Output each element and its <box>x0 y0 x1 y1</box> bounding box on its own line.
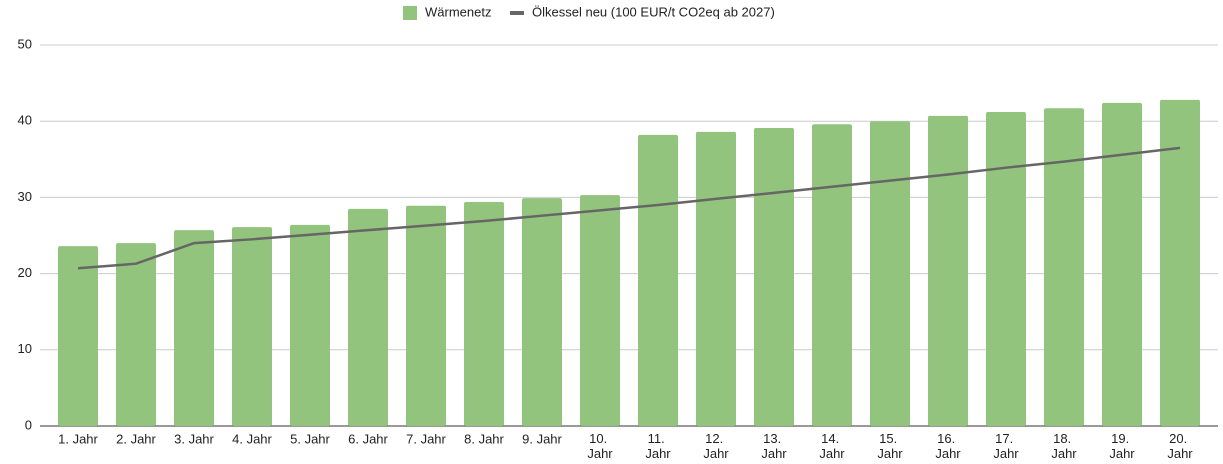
x-tick-label: 15. Jahr <box>877 431 903 461</box>
bar <box>1160 99 1200 426</box>
x-tick-label: 17. Jahr <box>993 431 1019 461</box>
legend-swatch <box>403 6 417 20</box>
legend-label: Wärmenetz <box>425 4 491 19</box>
bar <box>1044 108 1084 426</box>
x-tick-label: 12. Jahr <box>703 431 729 461</box>
x-tick-label: 10. Jahr <box>587 431 613 461</box>
x-tick-label: 16. Jahr <box>935 431 961 461</box>
bar <box>522 198 562 426</box>
bar <box>58 246 98 426</box>
bar <box>638 134 678 426</box>
y-tick-label: 30 <box>18 189 32 204</box>
bar <box>986 112 1026 426</box>
y-tick-label: 10 <box>18 341 32 356</box>
x-tick-label: 5. Jahr <box>290 431 330 446</box>
bar <box>174 230 214 426</box>
x-tick-label: 11. Jahr <box>645 431 671 461</box>
bar <box>696 131 736 427</box>
legend-label: Ölkessel neu (100 EUR/t CO2eq ab 2027) <box>532 4 775 19</box>
bar <box>406 205 446 426</box>
x-tick-label: 20. Jahr <box>1167 431 1193 461</box>
bar <box>290 224 330 426</box>
bar <box>812 124 852 427</box>
x-tick-label: 9. Jahr <box>522 431 562 446</box>
x-tick-label: 8. Jahr <box>464 431 504 446</box>
bar <box>116 243 156 426</box>
x-tick-label: 7. Jahr <box>406 431 446 446</box>
x-tick-label: 19. Jahr <box>1109 431 1135 461</box>
bar <box>464 201 504 426</box>
x-tick-label: 3. Jahr <box>174 431 214 446</box>
line <box>77 146 1181 270</box>
x-tick-label: 1. Jahr <box>58 431 98 446</box>
bar <box>754 128 794 427</box>
y-tick-label: 20 <box>18 265 32 280</box>
bar <box>870 121 910 426</box>
x-tick-label: 2. Jahr <box>116 431 156 446</box>
bar <box>928 115 968 426</box>
x-tick-label: 18. Jahr <box>1051 431 1077 461</box>
y-tick-label: 0 <box>25 417 32 432</box>
bar <box>232 227 272 426</box>
y-tick-label: 40 <box>18 113 32 128</box>
bar <box>1102 102 1142 427</box>
x-tick-label: 6. Jahr <box>348 431 388 446</box>
x-tick-label: 14. Jahr <box>819 431 845 461</box>
y-tick-label: 50 <box>18 36 32 51</box>
bar <box>348 208 388 426</box>
x-tick-label: 13. Jahr <box>761 431 787 461</box>
x-tick-label: 4. Jahr <box>232 431 272 446</box>
bar <box>580 195 620 426</box>
